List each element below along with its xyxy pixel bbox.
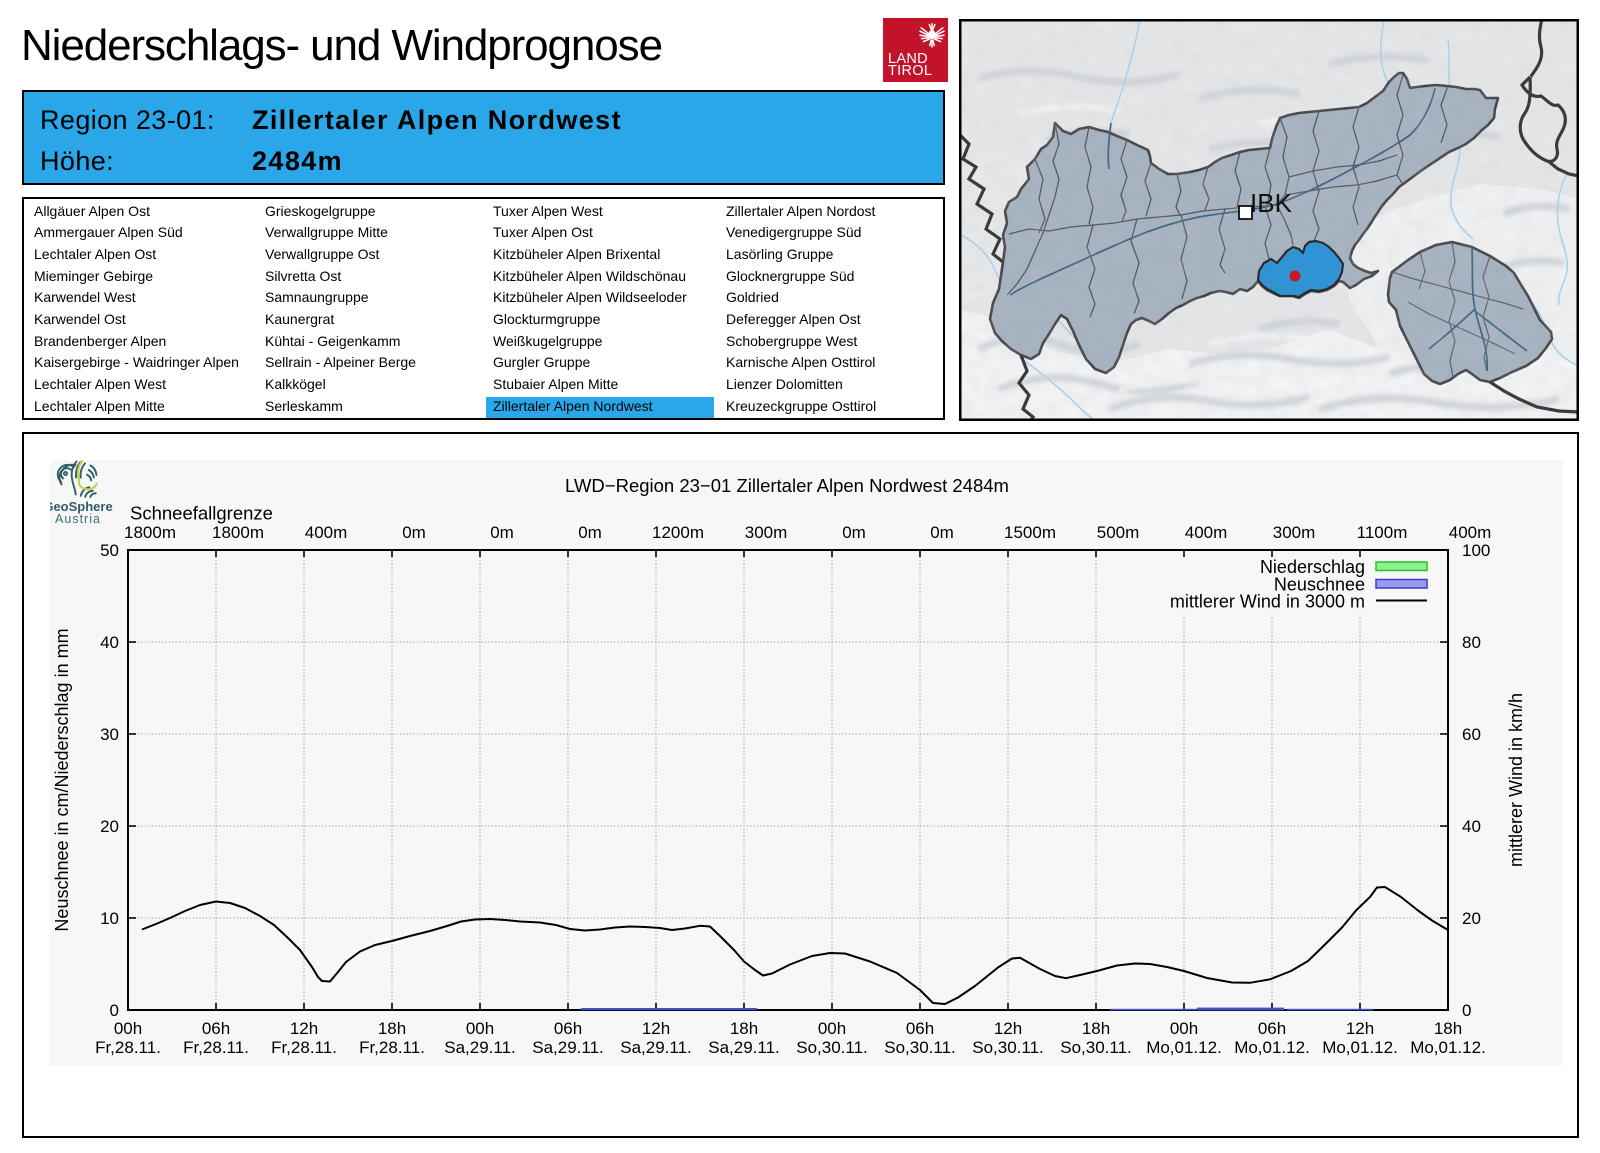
svg-text:1800m: 1800m [212,523,264,542]
svg-text:Austria: Austria [55,512,101,526]
svg-text:100: 100 [1462,541,1490,560]
svg-text:400m: 400m [1449,523,1492,542]
svg-text:Mo,01.12.: Mo,01.12. [1146,1038,1222,1057]
svg-text:mittlerer Wind in km/h: mittlerer Wind in km/h [1506,693,1526,867]
svg-text:So,30.11.: So,30.11. [972,1038,1044,1057]
svg-text:18h: 18h [730,1019,758,1038]
svg-text:06h: 06h [554,1019,582,1038]
svg-text:So,30.11.: So,30.11. [1060,1038,1132,1057]
svg-text:00h: 00h [1170,1019,1198,1038]
svg-text:18h: 18h [378,1019,406,1038]
svg-text:18h: 18h [1434,1019,1462,1038]
svg-text:20: 20 [1462,909,1481,928]
svg-text:Sa,29.11.: Sa,29.11. [708,1038,780,1057]
svg-text:1100m: 1100m [1357,523,1408,542]
svg-text:00h: 00h [114,1019,142,1038]
svg-text:10: 10 [100,909,119,928]
svg-text:12h: 12h [1346,1019,1374,1038]
svg-text:00h: 00h [818,1019,846,1038]
svg-text:50: 50 [100,541,119,560]
svg-text:mittlerer Wind in 3000 m: mittlerer Wind in 3000 m [1170,592,1365,612]
svg-text:Mo,01.12.: Mo,01.12. [1234,1038,1310,1057]
svg-text:Sa,29.11.: Sa,29.11. [444,1038,516,1057]
svg-text:Neuschnee: Neuschnee [1274,575,1365,595]
svg-text:Fr,28.11.: Fr,28.11. [95,1038,161,1057]
svg-text:40: 40 [1462,817,1481,836]
svg-text:60: 60 [1462,725,1481,744]
svg-text:Mo,01.12.: Mo,01.12. [1410,1038,1486,1057]
svg-text:06h: 06h [1258,1019,1286,1038]
svg-text:18h: 18h [1082,1019,1110,1038]
svg-text:Niederschlag: Niederschlag [1260,557,1365,577]
svg-text:12h: 12h [994,1019,1022,1038]
svg-text:30: 30 [100,725,119,744]
svg-text:12h: 12h [290,1019,318,1038]
svg-text:Fr,28.11.: Fr,28.11. [183,1038,249,1057]
svg-text:0m: 0m [930,523,954,542]
svg-text:1500m: 1500m [1004,523,1056,542]
svg-text:IBK: IBK [1250,188,1293,218]
svg-text:00h: 00h [466,1019,494,1038]
svg-text:06h: 06h [906,1019,934,1038]
svg-text:Sa,29.11.: Sa,29.11. [532,1038,604,1057]
svg-text:0: 0 [110,1001,119,1020]
svg-text:0m: 0m [578,523,602,542]
svg-text:12h: 12h [642,1019,670,1038]
svg-text:GeoSphere: GeoSphere [50,499,113,514]
svg-text:Neuschnee in cm/Niederschlag i: Neuschnee in cm/Niederschlag in mm [52,628,72,931]
svg-text:0m: 0m [842,523,866,542]
svg-text:Fr,28.11.: Fr,28.11. [359,1038,425,1057]
svg-text:Schneefallgrenze: Schneefallgrenze [130,503,273,524]
svg-text:1200m: 1200m [652,523,704,542]
svg-text:400m: 400m [305,523,348,542]
svg-text:300m: 300m [1273,523,1316,542]
svg-text:1800m: 1800m [124,523,176,542]
svg-text:300m: 300m [745,523,788,542]
svg-text:40: 40 [100,633,119,652]
svg-text:400m: 400m [1185,523,1228,542]
svg-text:06h: 06h [202,1019,230,1038]
svg-text:Mo,01.12.: Mo,01.12. [1322,1038,1398,1057]
svg-text:LWD−Region 23−01 Zillertaler A: LWD−Region 23−01 Zillertaler Alpen Nordw… [565,475,1009,496]
svg-text:80: 80 [1462,633,1481,652]
svg-text:500m: 500m [1097,523,1140,542]
svg-text:So,30.11.: So,30.11. [796,1038,868,1057]
svg-text:0m: 0m [490,523,514,542]
svg-text:20: 20 [100,817,119,836]
svg-text:Sa,29.11.: Sa,29.11. [620,1038,692,1057]
svg-text:So,30.11.: So,30.11. [884,1038,956,1057]
svg-text:0m: 0m [402,523,426,542]
svg-text:Fr,28.11.: Fr,28.11. [271,1038,337,1057]
svg-text:0: 0 [1462,1001,1471,1020]
